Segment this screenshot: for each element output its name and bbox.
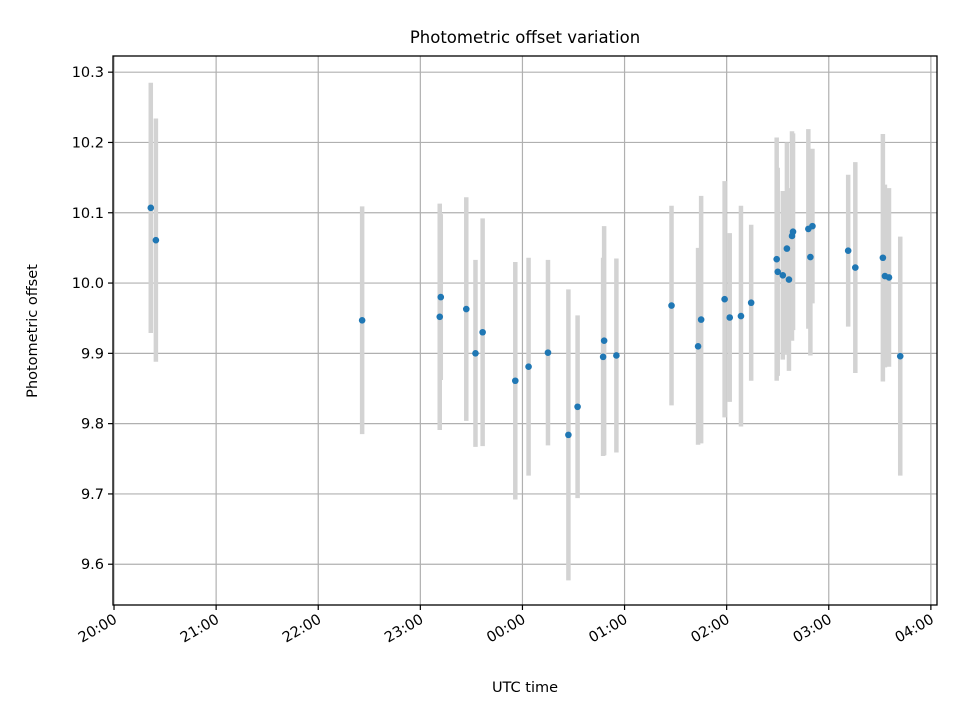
data-point [774, 268, 782, 276]
data-point [747, 299, 755, 307]
y-tick-label: 9.8 [81, 417, 104, 433]
data-point [737, 312, 745, 320]
data-point [544, 349, 552, 356]
data-point [896, 352, 904, 360]
data-point [472, 350, 479, 357]
y-tick-label: 10.1 [72, 206, 104, 222]
y-axis-label: Photometric offset [25, 264, 41, 398]
data-point [783, 245, 791, 252]
x-axis-label: UTC time [492, 680, 558, 696]
data-point [697, 316, 705, 323]
data-point [879, 254, 887, 262]
data-point [726, 314, 734, 321]
data-point [613, 352, 620, 359]
y-tick-label: 9.9 [81, 346, 104, 362]
data-point [525, 363, 532, 371]
y-tick-label: 9.7 [81, 487, 104, 503]
data-point [147, 204, 155, 212]
data-point [574, 403, 581, 411]
data-point [565, 431, 572, 439]
data-point [844, 247, 852, 255]
grid [113, 56, 937, 605]
data-point [437, 293, 445, 301]
chart-title: Photometric offset variation [410, 28, 640, 47]
y-tick-label: 10.3 [72, 65, 104, 81]
y-axis-ticks: 9.6 9.7 9.8 9.9 10.0 10.1 10.2 10.3 [72, 65, 113, 573]
data-point [599, 353, 607, 361]
data-point [773, 255, 780, 263]
data-point [600, 337, 608, 344]
data-point [511, 377, 519, 385]
y-tick-label: 9.6 [81, 557, 104, 573]
data-point [885, 274, 893, 281]
data-point [779, 272, 787, 279]
data-point [721, 295, 728, 303]
plot-frame [112, 55, 938, 606]
y-tick-label: 10.0 [72, 276, 104, 292]
y-tick-label: 10.2 [72, 135, 104, 151]
data-point [358, 317, 366, 324]
data-point [852, 264, 859, 271]
data-point [809, 222, 816, 230]
data-point [462, 305, 470, 313]
data-point [694, 343, 702, 350]
data-point [785, 276, 793, 283]
data-point [152, 236, 160, 244]
data-point [807, 253, 814, 261]
data-points [147, 204, 904, 439]
data-point [436, 313, 444, 321]
data-point [789, 228, 797, 236]
data-point [479, 328, 486, 336]
data-point [668, 302, 675, 309]
